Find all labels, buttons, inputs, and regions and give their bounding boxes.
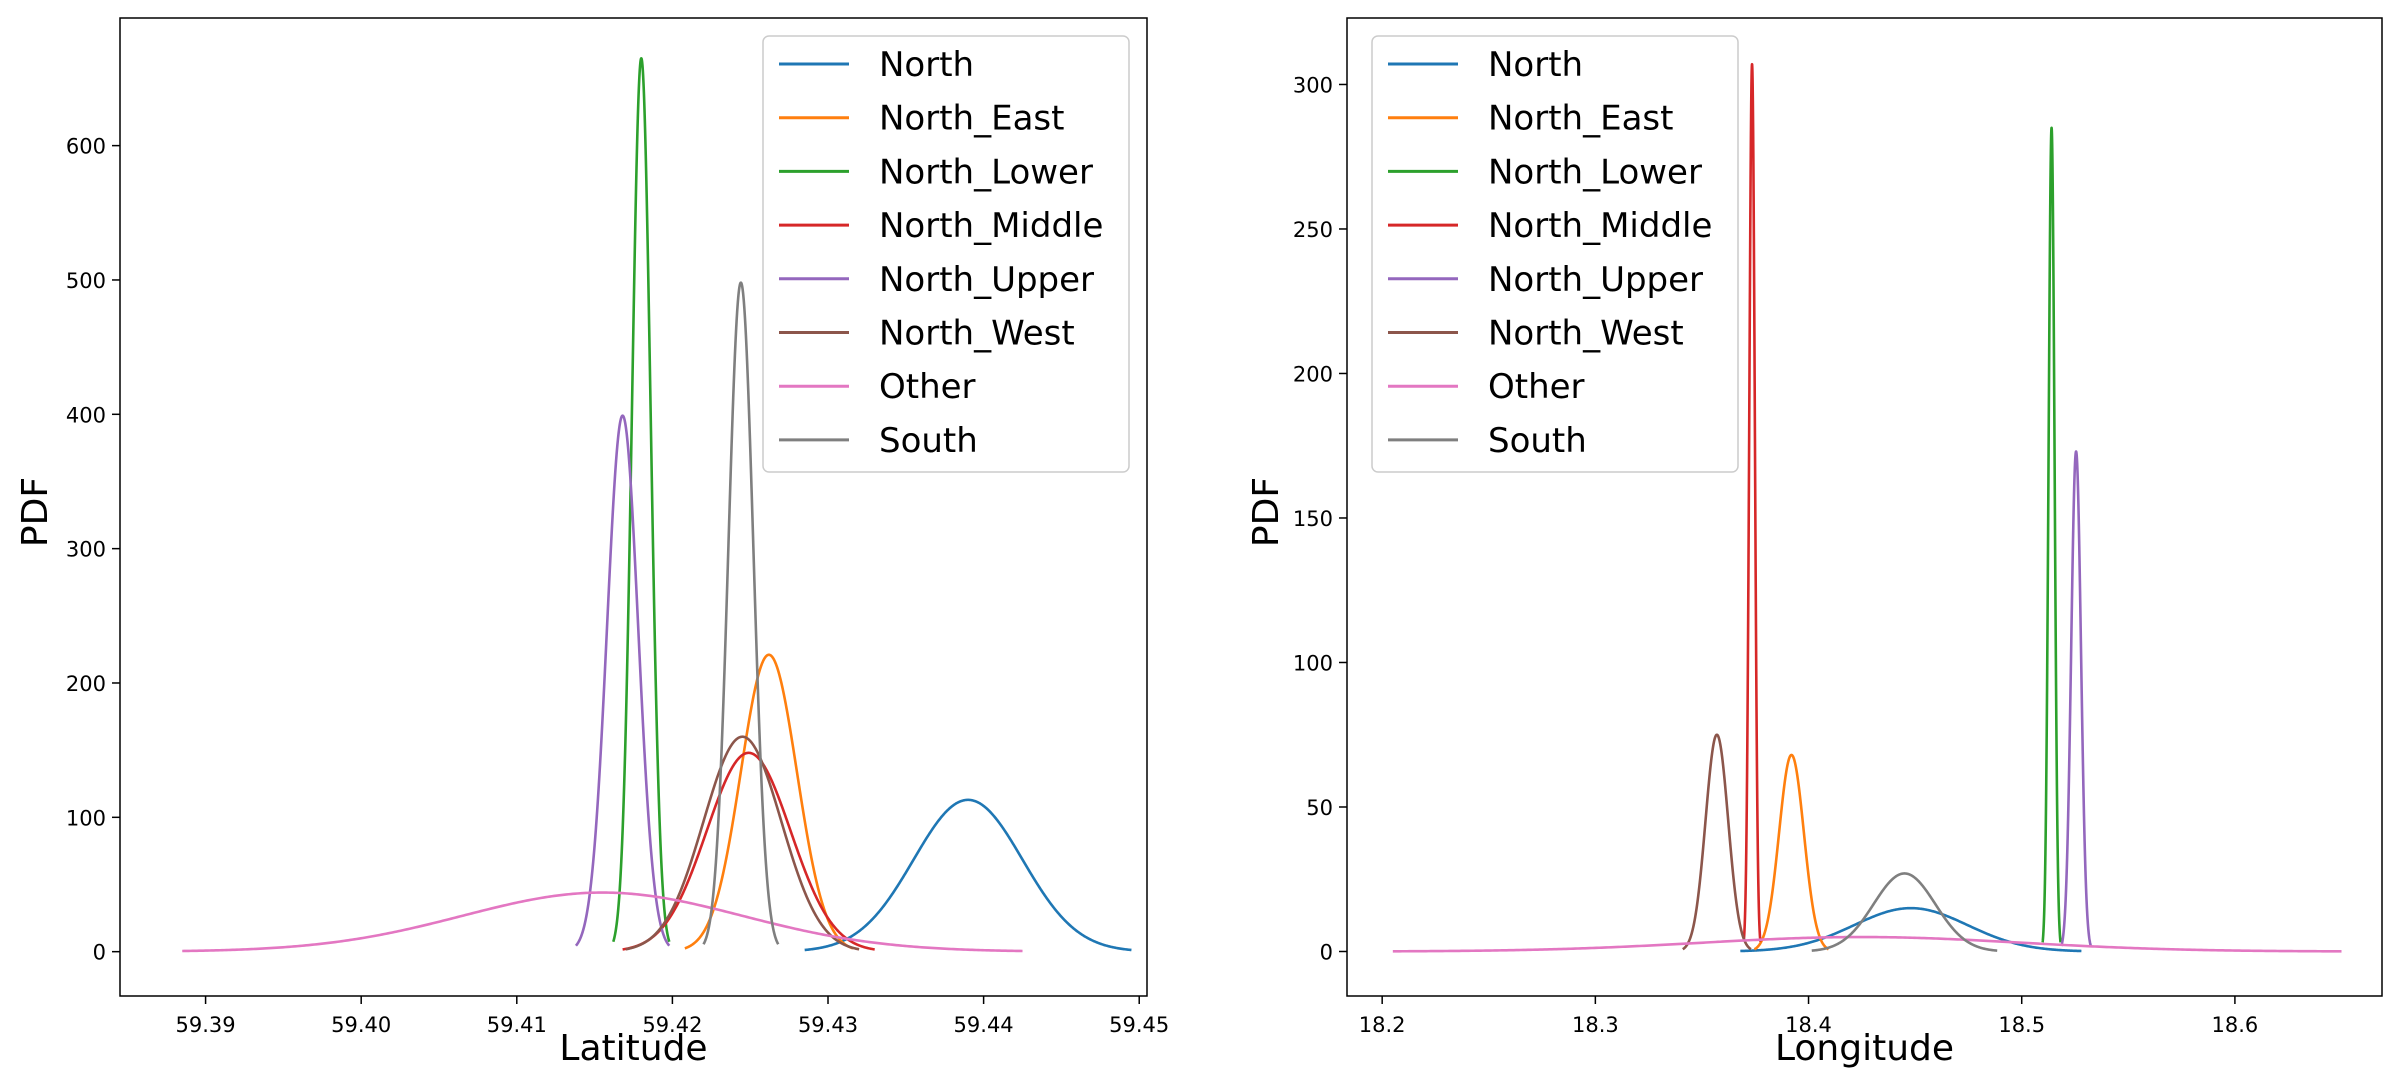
y-axis-label: PDF	[1246, 477, 1287, 547]
legend-label: North_West	[1488, 314, 1684, 354]
legend-label: North_East	[879, 99, 1064, 139]
series-line-other	[182, 891, 1023, 953]
y-tick-label: 200	[66, 672, 106, 696]
y-tick-label: 50	[1306, 796, 1333, 820]
y-tick-label: 150	[1293, 507, 1333, 531]
y-tick-label: 200	[1293, 362, 1333, 386]
series-line-north-west	[1681, 733, 1753, 951]
x-tick-label: 59.42	[642, 1013, 702, 1037]
series-line-north-upper	[2060, 450, 2093, 947]
legend-label: Other	[1488, 367, 1585, 407]
latitude-panel: 59.39 59.40 59.41 59.42 59.43 59.44 59.45 0 100 2…	[15, 17, 1169, 1069]
y-axis-label: PDF	[15, 477, 56, 547]
y-tick-label: 250	[1293, 218, 1333, 242]
series-line-north-lower	[612, 57, 671, 943]
legend	[762, 35, 1130, 473]
legend	[1371, 35, 1739, 473]
series-line-south	[702, 281, 780, 946]
x-tick-label: 59.44	[954, 1013, 1014, 1037]
x-tick-label: 59.43	[798, 1013, 858, 1037]
legend-label: Other	[879, 367, 976, 407]
axes-frame	[1346, 17, 2383, 997]
y-tick-label: 500	[66, 269, 106, 293]
x-axis-label: Longitude	[1775, 1028, 1954, 1069]
legend-label: North_Lower	[1488, 152, 1702, 192]
x-tick-label: 59.41	[487, 1013, 547, 1037]
y-tick-label: 0	[1320, 940, 1333, 964]
legend-label: North_East	[1488, 99, 1673, 139]
x-tick-label: 18.2	[1359, 1013, 1406, 1037]
y-tick-label: 0	[93, 941, 106, 965]
legend-label: North	[1488, 45, 1583, 85]
series-line-south	[1810, 872, 1999, 952]
y-tick-label: 100	[66, 806, 106, 830]
legend-label: North_Upper	[879, 260, 1094, 300]
y-tick-label: 300	[66, 538, 106, 562]
x-tick-label: 18.3	[1572, 1013, 1619, 1037]
legend-label: South	[879, 421, 978, 461]
legend-label: North	[879, 45, 974, 85]
x-tick-label: 59.39	[176, 1013, 236, 1037]
x-tick-label: 18.6	[2212, 1013, 2259, 1037]
series-line-north	[1739, 906, 2082, 953]
longitude-panel: 18.2 18.3 18.4 18.5 18.6 0 50 100 150 200 250 300 Lo…	[1246, 17, 2383, 1069]
x-tick-label: 59.45	[1109, 1013, 1169, 1037]
y-tick-label: 600	[66, 135, 106, 159]
series-line-north-lower	[2041, 126, 2062, 944]
legend-label: North_Lower	[879, 152, 1093, 192]
legend-label: North_Middle	[1488, 206, 1712, 246]
x-axis-label: Latitude	[559, 1028, 707, 1069]
series-line-north-upper	[574, 414, 671, 947]
x-tick-label: 59.40	[331, 1013, 391, 1037]
x-tick-label: 18.4	[1785, 1013, 1832, 1037]
y-tick-label: 100	[1293, 651, 1333, 675]
legend-label: South	[1488, 421, 1587, 461]
series-line-north-west	[625, 735, 860, 951]
series-line-north-middle	[1742, 62, 1762, 943]
series-line-other	[1392, 935, 2342, 953]
y-tick-label: 400	[66, 403, 106, 427]
x-tick-label: 18.5	[1998, 1013, 2045, 1037]
legend-label: North_Upper	[1488, 260, 1703, 300]
legend-label: North_Middle	[879, 206, 1103, 246]
series-line-north	[804, 798, 1132, 952]
legend-label: North_West	[879, 314, 1075, 354]
axes-frame	[119, 17, 1148, 997]
series-line-north-east	[1753, 753, 1830, 951]
y-tick-label: 300	[1293, 73, 1333, 97]
